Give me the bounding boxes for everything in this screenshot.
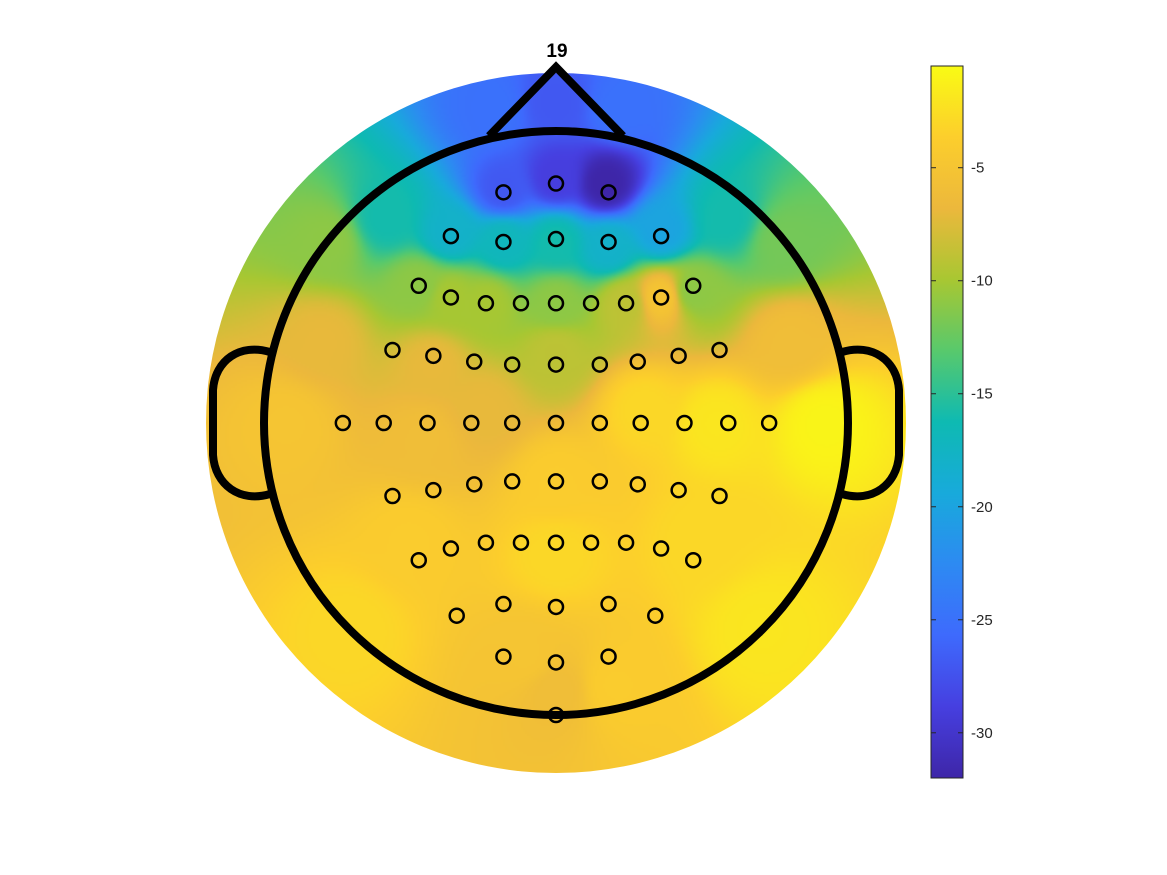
electrode-marker bbox=[760, 414, 778, 432]
potential-field bbox=[206, 73, 906, 773]
electrode-marker bbox=[495, 184, 512, 201]
electrode-marker bbox=[503, 356, 521, 373]
electrode-marker bbox=[547, 473, 565, 490]
colorbar-tick-label: -5 bbox=[971, 160, 984, 177]
electrode-marker bbox=[495, 233, 512, 251]
electrode-marker bbox=[442, 227, 460, 245]
electrode-marker bbox=[384, 487, 401, 505]
nose-outline bbox=[486, 61, 626, 139]
colorbar-tick-label: -30 bbox=[971, 725, 993, 742]
electrode-marker bbox=[384, 341, 401, 359]
electrode-marker bbox=[652, 289, 670, 306]
electrode-marker bbox=[632, 414, 649, 432]
electrode-marker bbox=[684, 277, 702, 295]
electrode-marker bbox=[600, 648, 617, 665]
electrode-marker bbox=[652, 227, 670, 245]
electrode-marker bbox=[617, 534, 635, 551]
electrode-marker bbox=[711, 341, 728, 359]
electrode-marker bbox=[591, 356, 609, 373]
electrode-marker bbox=[547, 175, 565, 192]
electrode-marker bbox=[495, 648, 512, 665]
scalp-map bbox=[206, 73, 906, 773]
electrode-marker bbox=[512, 295, 530, 312]
electrode-marker bbox=[503, 414, 521, 432]
electrode-marker bbox=[670, 347, 687, 365]
colorbar: -5 -10 -15 -20 -25 -30 bbox=[930, 65, 993, 779]
electrode-marker bbox=[600, 184, 617, 201]
colorbar-tick-label: -10 bbox=[971, 273, 993, 290]
electrode-marker bbox=[684, 551, 702, 569]
electrode-marker bbox=[652, 540, 670, 557]
electrode-marker bbox=[600, 233, 617, 251]
electrode-marker bbox=[334, 414, 352, 432]
electrode-marker bbox=[410, 551, 428, 569]
electrode-marker bbox=[547, 414, 565, 432]
electrode-marker bbox=[600, 595, 617, 613]
electrode-marker bbox=[647, 607, 664, 624]
colorbar-fill bbox=[931, 66, 963, 778]
electrode-layer bbox=[334, 175, 778, 724]
electrode-marker bbox=[591, 473, 609, 490]
electrode-marker bbox=[419, 414, 436, 432]
electrode-marker bbox=[582, 534, 600, 551]
electrode-marker bbox=[547, 534, 565, 551]
electrode-marker bbox=[547, 295, 565, 312]
colorbar-ticks: -5 -10 -15 -20 -25 -30 bbox=[931, 160, 993, 742]
left-ear-outline bbox=[209, 345, 272, 501]
electrode-marker bbox=[547, 706, 565, 724]
electrode-marker bbox=[617, 295, 635, 312]
electrode-marker bbox=[442, 540, 460, 557]
electrode-marker bbox=[547, 654, 565, 671]
electrode-marker bbox=[582, 295, 600, 312]
electrode-marker bbox=[463, 414, 480, 432]
electrode-marker bbox=[670, 481, 687, 499]
electrode-marker bbox=[448, 607, 465, 624]
electrode-marker bbox=[425, 347, 442, 365]
electrode-marker bbox=[425, 481, 442, 499]
electrode-marker bbox=[676, 414, 693, 432]
electrode-marker bbox=[711, 487, 728, 505]
right-ear-outline bbox=[840, 345, 903, 501]
head-circle bbox=[260, 127, 852, 719]
electrode-marker bbox=[512, 534, 530, 551]
electrode-marker bbox=[442, 289, 460, 306]
electrode-marker bbox=[477, 295, 495, 312]
electrode-marker bbox=[465, 353, 483, 370]
chart-title: 19 bbox=[546, 41, 567, 62]
electrode-marker bbox=[720, 414, 737, 432]
electrode-marker bbox=[503, 473, 521, 490]
electrode-marker bbox=[375, 414, 392, 432]
electrode-marker bbox=[477, 534, 495, 551]
colorbar-tick-label: -15 bbox=[971, 386, 993, 403]
electrode-marker bbox=[629, 476, 647, 493]
colorbar-tick-label: -25 bbox=[971, 612, 993, 629]
colorbar-frame bbox=[930, 65, 964, 779]
electrode-marker bbox=[591, 414, 609, 432]
electrode-marker bbox=[547, 230, 565, 248]
electrode-marker bbox=[629, 353, 647, 370]
head-outline bbox=[209, 61, 903, 719]
electrode-marker bbox=[495, 595, 512, 613]
electrode-marker bbox=[547, 598, 565, 616]
electrode-marker bbox=[410, 277, 428, 295]
electrode-marker bbox=[465, 476, 483, 493]
colorbar-tick-label: -20 bbox=[971, 499, 993, 516]
electrode-marker bbox=[547, 356, 565, 373]
